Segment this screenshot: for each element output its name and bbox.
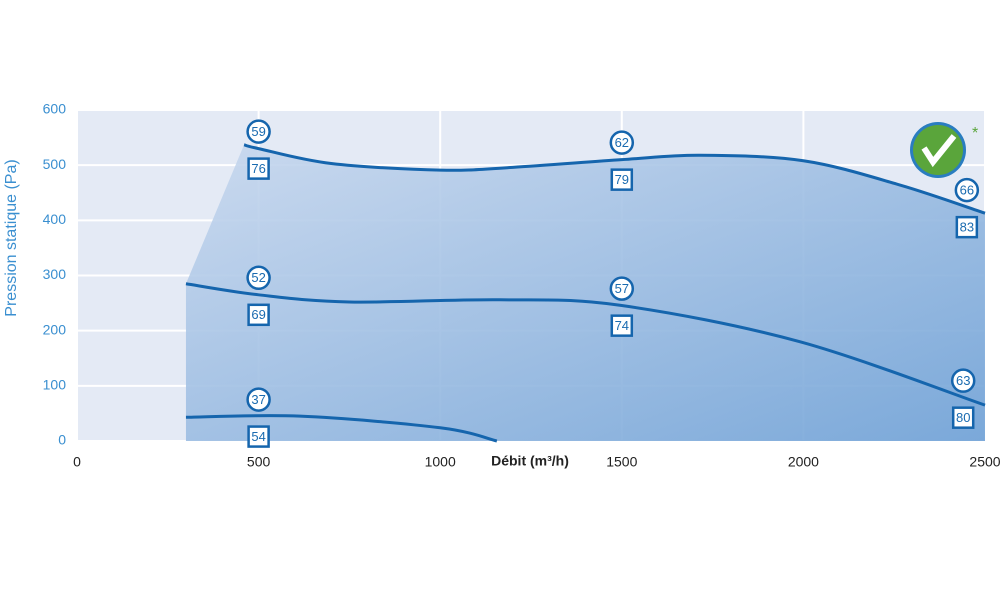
marker-square bbox=[610, 314, 634, 337]
marker-square-label: 69 bbox=[251, 307, 265, 322]
marker-circle-label: 59 bbox=[251, 124, 265, 139]
marker-circle bbox=[246, 387, 271, 412]
curve bbox=[185, 282, 986, 407]
marker-circle-label: 62 bbox=[615, 135, 629, 150]
marker-square-label: 74 bbox=[615, 318, 629, 333]
x-tick-label: 1500 bbox=[606, 454, 637, 470]
curve bbox=[185, 414, 498, 443]
marker-square-label: 80 bbox=[956, 410, 970, 425]
marker-square bbox=[247, 425, 270, 448]
y-tick-label: 100 bbox=[43, 377, 67, 393]
marker-square bbox=[610, 168, 634, 191]
marker-circle bbox=[609, 130, 635, 155]
marker-square-label: 76 bbox=[251, 161, 265, 176]
y-tick-label: 400 bbox=[43, 211, 67, 227]
y-tick-label: 500 bbox=[43, 156, 67, 172]
marker-circle-label: 57 bbox=[615, 281, 629, 296]
marker-circle bbox=[954, 177, 980, 203]
marker-circle-label: 63 bbox=[956, 373, 970, 388]
x-tick-label: 0 bbox=[73, 454, 81, 470]
y-axis-label: Pression statique (Pa) bbox=[3, 159, 20, 316]
marker-square-label: 79 bbox=[615, 172, 629, 187]
area bbox=[185, 144, 985, 441]
marker-circle-label: 37 bbox=[251, 392, 265, 407]
curve bbox=[243, 143, 986, 215]
marker-square bbox=[247, 157, 270, 180]
x-tick-label: 2000 bbox=[788, 454, 819, 470]
marker-square-label: 83 bbox=[960, 220, 974, 235]
marker-square bbox=[955, 215, 979, 239]
logo: * bbox=[910, 122, 978, 178]
x-tick-label: 2500 bbox=[969, 454, 1000, 470]
marker-circle-label: 66 bbox=[960, 183, 974, 198]
x-tick-label: 500 bbox=[247, 454, 271, 470]
y-tick-label: 600 bbox=[43, 101, 67, 117]
marker-circle-label: 52 bbox=[251, 270, 265, 285]
marker-square bbox=[951, 406, 975, 429]
y-tick-label: 200 bbox=[43, 321, 67, 337]
x-tick-label: 1000 bbox=[425, 454, 456, 470]
marker-circle bbox=[246, 265, 271, 291]
marker-square-label: 54 bbox=[251, 429, 265, 444]
x-axis-label: Débit (m³/h) bbox=[491, 453, 569, 469]
y-tick-label: 300 bbox=[43, 266, 67, 282]
marker-circle bbox=[246, 119, 271, 144]
marker-circle bbox=[950, 368, 976, 393]
y-tick-label: 0 bbox=[58, 432, 66, 448]
marker-circle bbox=[609, 276, 635, 301]
svg-text:*: * bbox=[972, 125, 978, 142]
marker-square bbox=[247, 303, 270, 327]
